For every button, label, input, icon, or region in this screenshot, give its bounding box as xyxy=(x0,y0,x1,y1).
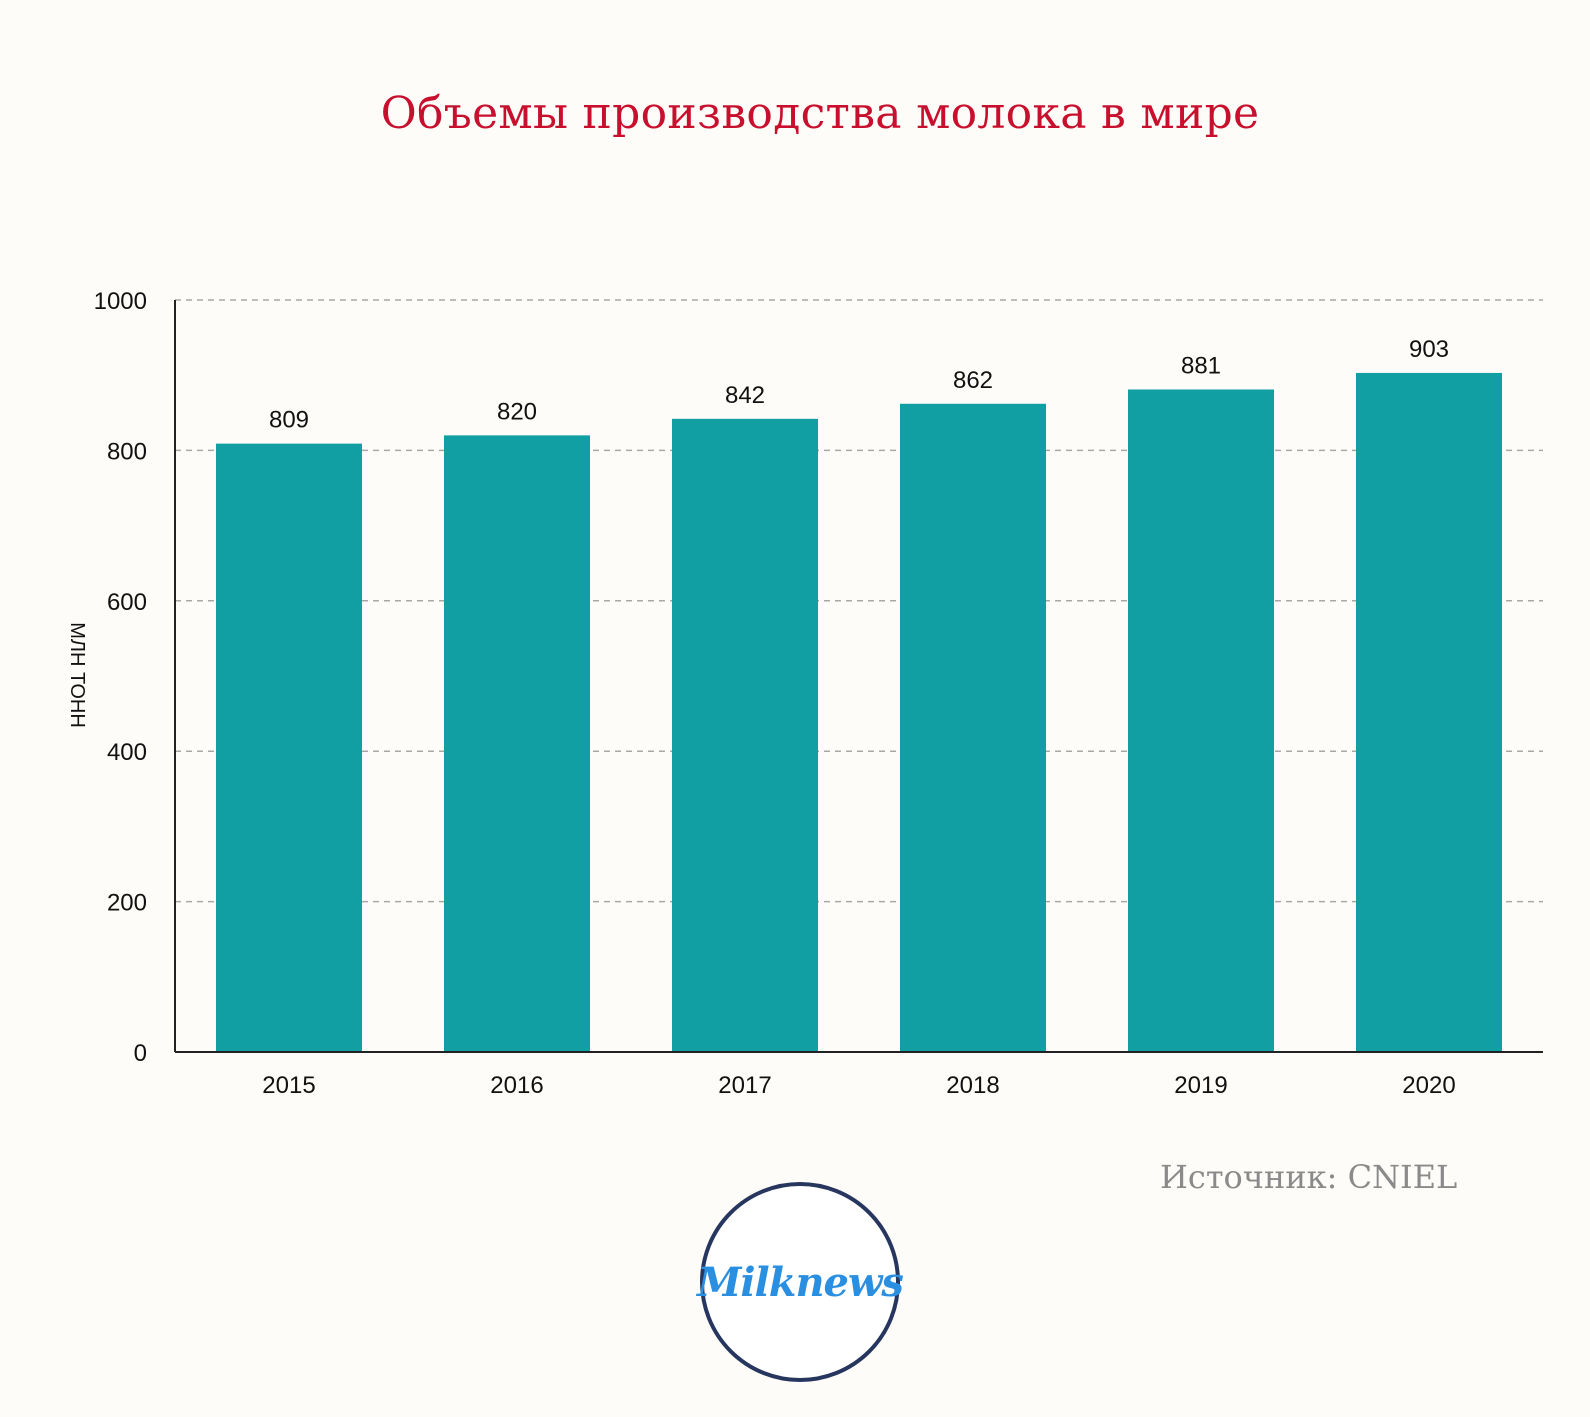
bar xyxy=(900,403,1046,1052)
y-tick-label: 1000 xyxy=(94,288,147,315)
grid-lines xyxy=(175,299,1543,903)
y-tick-label: 800 xyxy=(107,438,147,465)
data-label: 881 xyxy=(1181,352,1221,379)
bar xyxy=(216,443,362,1053)
chart-title: Объемы производства молока в мире xyxy=(380,88,1260,139)
milknews-logo: Milknews xyxy=(697,1182,904,1382)
bar xyxy=(444,435,590,1052)
source-note: Источник: CNIEL xyxy=(1160,1158,1458,1196)
data-label: 903 xyxy=(1409,336,1449,363)
x-tick-label: 2017 xyxy=(718,1072,771,1099)
x-tick-label: 2016 xyxy=(490,1072,543,1099)
logo-text: Milknews xyxy=(697,1258,904,1306)
x-tick-label: 2020 xyxy=(1402,1072,1455,1099)
data-label: 809 xyxy=(269,407,309,434)
axes xyxy=(174,300,1543,1053)
bars xyxy=(216,372,1502,1053)
data-label: 862 xyxy=(953,367,993,394)
bar xyxy=(672,418,818,1052)
data-label: 842 xyxy=(725,382,765,409)
y-axis-label: МЛН ТОНН xyxy=(66,622,88,728)
labels: 0 200 400 600 800 1000 809 2015 820 2016 842 2017 86… xyxy=(94,288,1456,1099)
x-tick-label: 2015 xyxy=(262,1072,315,1099)
y-tick-label: 200 xyxy=(107,890,147,917)
y-tick-label: 0 xyxy=(134,1040,147,1067)
y-tick-label: 600 xyxy=(107,589,147,616)
data-label: 820 xyxy=(497,398,537,425)
y-tick-label: 400 xyxy=(107,739,147,766)
bar-chart: 0 200 400 600 800 1000 809 2015 820 2016 842 2017 86… xyxy=(66,288,1543,1099)
bar xyxy=(1356,372,1502,1053)
bar xyxy=(1128,389,1274,1052)
x-tick-label: 2019 xyxy=(1174,1072,1227,1099)
x-tick-label: 2018 xyxy=(946,1072,999,1099)
